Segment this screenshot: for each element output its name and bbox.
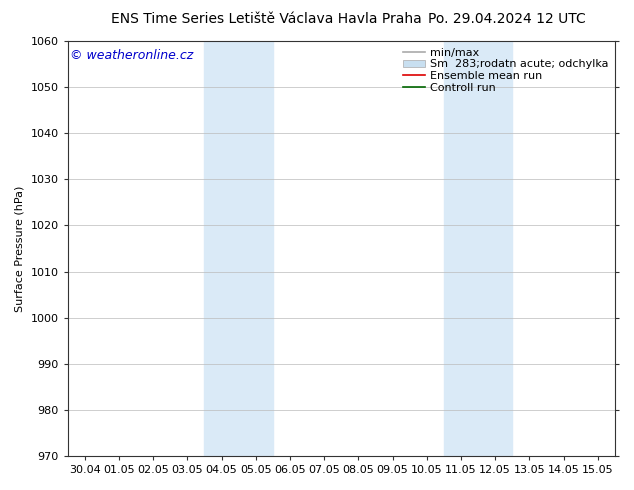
Y-axis label: Surface Pressure (hPa): Surface Pressure (hPa) [15, 185, 25, 312]
Legend: min/max, Sm  283;rodatn acute; odchylka, Ensemble mean run, Controll run: min/max, Sm 283;rodatn acute; odchylka, … [402, 47, 609, 94]
Bar [444, 41, 512, 456]
Text: © weatheronline.cz: © weatheronline.cz [70, 49, 194, 62]
Text: ENS Time Series Letiště Václava Havla Praha: ENS Time Series Letiště Václava Havla Pr… [111, 12, 422, 26]
Text: Po. 29.04.2024 12 UTC: Po. 29.04.2024 12 UTC [429, 12, 586, 26]
Bar [205, 41, 273, 456]
